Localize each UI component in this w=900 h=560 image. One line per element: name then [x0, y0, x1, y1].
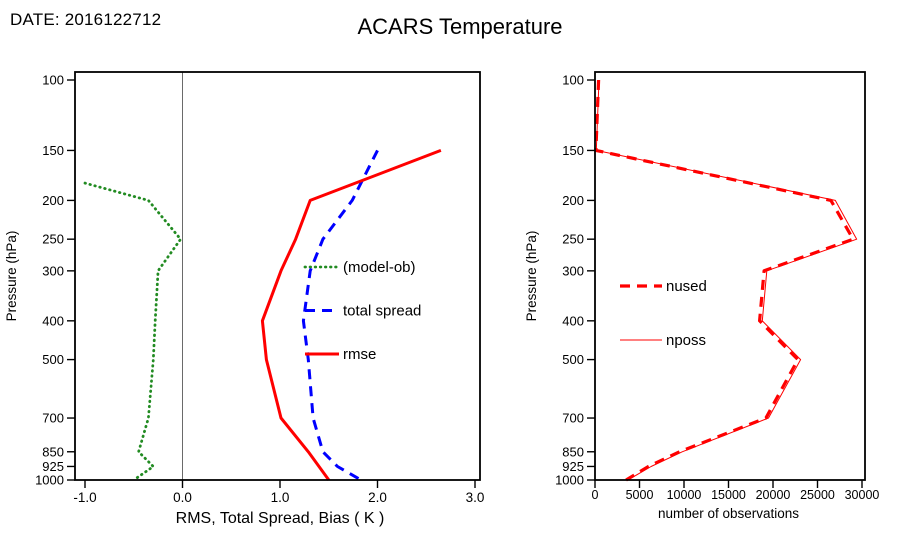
x-tick-label: 20000: [756, 488, 791, 502]
y-tick-label: 400: [562, 313, 584, 328]
y-tick-label: 250: [42, 232, 64, 247]
legend-label-rmse: rmse: [343, 346, 376, 363]
chart-left: -1.0 0.0 1.0 2.0 3.0 100 150 200 250 300 400 500 700…: [4, 71, 485, 527]
y-tick-label: 150: [562, 143, 584, 158]
x-tick-label: -1.0: [73, 490, 96, 505]
x-tick-label: 2.0: [368, 490, 387, 505]
x-axis-title: number of observations: [658, 506, 799, 521]
x-tick-label: 10000: [667, 488, 702, 502]
series-line-(model-ob): [83, 181, 183, 482]
y-tick-label: 500: [42, 352, 64, 367]
y-tick-label: 850: [562, 444, 584, 459]
plot-box: [594, 71, 866, 481]
y-tick-label: 1000: [555, 473, 584, 488]
y-tick-label: 700: [42, 411, 64, 426]
plot-box: [74, 71, 481, 481]
x-tick-label: 25000: [800, 488, 835, 502]
y-tick-label: 300: [42, 263, 64, 278]
y-axis-title: Pressure (hPa): [524, 231, 539, 322]
y-tick-label: 300: [562, 263, 584, 278]
y-tick-label: 200: [42, 193, 64, 208]
y-tick-label: 400: [42, 313, 64, 328]
page-title: ACARS Temperature: [357, 14, 563, 39]
x-tick-label: 15000: [711, 488, 746, 502]
y-tick-label: 200: [562, 193, 584, 208]
legend-label-(model-ob): (model-ob): [343, 259, 416, 276]
x-tick-label: 1.0: [271, 490, 290, 505]
series-line-nused: [594, 79, 855, 482]
y-tick-label: 1000: [35, 473, 64, 488]
y-tick-label: 925: [562, 459, 584, 474]
y-tick-label: 500: [562, 352, 584, 367]
y-axis-title: Pressure (hPa): [4, 231, 19, 322]
legend-label-nposs: nposs: [666, 332, 706, 349]
y-tick-label: 925: [42, 459, 64, 474]
y-tick-label: 850: [42, 444, 64, 459]
x-tick-label: 0.0: [173, 490, 192, 505]
series-line-total spread: [301, 149, 379, 482]
y-tick-label: 150: [42, 143, 64, 158]
chart-right: 0 5000 10000 15000 20000 25000 30000 100 150 200 2…: [524, 71, 880, 521]
x-tick-label: 3.0: [466, 490, 485, 505]
x-tick-label: 30000: [845, 488, 880, 502]
series-line-rmse: [260, 148, 442, 481]
x-tick-label: 5000: [626, 488, 654, 502]
y-tick-label: 100: [42, 73, 64, 88]
y-tick-label: 100: [562, 73, 584, 88]
y-tick-label: 250: [562, 232, 584, 247]
x-tick-label: 0: [592, 488, 599, 502]
legend-label-total spread: total spread: [343, 303, 421, 320]
series-line-nposs: [595, 79, 858, 481]
date-label: DATE: 2016122712: [10, 10, 162, 29]
y-tick-label: 700: [562, 411, 584, 426]
legend-label-nused: nused: [666, 278, 707, 295]
x-axis-title: RMS, Total Spread, Bias ( K ): [176, 510, 385, 527]
